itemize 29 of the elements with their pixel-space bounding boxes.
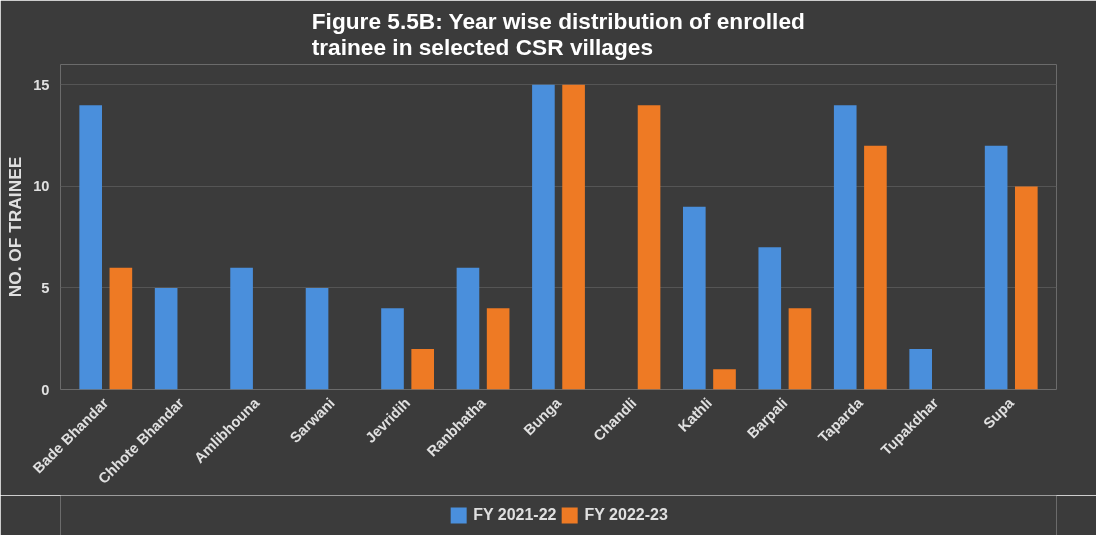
y-tick-label: 0 bbox=[41, 381, 50, 398]
bar bbox=[683, 206, 706, 390]
bar bbox=[637, 105, 661, 390]
bar bbox=[109, 267, 133, 390]
bar bbox=[305, 287, 329, 390]
bar bbox=[381, 308, 404, 390]
bar bbox=[411, 348, 434, 390]
bar bbox=[79, 105, 102, 390]
bar bbox=[909, 348, 932, 390]
y-tick-label: 10 bbox=[33, 178, 50, 195]
bar bbox=[230, 267, 253, 390]
bar bbox=[758, 247, 782, 390]
bar bbox=[984, 145, 1008, 390]
bar bbox=[788, 308, 812, 390]
bar bbox=[486, 308, 510, 390]
bar bbox=[154, 287, 178, 390]
legend-label: FY 2021-22 bbox=[473, 506, 557, 524]
bar bbox=[562, 84, 585, 390]
bar bbox=[713, 369, 736, 390]
bar bbox=[833, 105, 857, 390]
y-tick-label: 15 bbox=[33, 76, 50, 93]
y-axis-title: NO. OF TRAINEE bbox=[5, 156, 26, 298]
chart-title: Figure 5.5B: Year wise distribution of enrolled trainee in selected CSR villages bbox=[311, 7, 805, 60]
y-tick-label: 5 bbox=[41, 279, 50, 296]
legend-label: FY 2022-23 bbox=[584, 506, 668, 524]
bar bbox=[1015, 186, 1038, 390]
bar bbox=[864, 145, 887, 390]
bar bbox=[456, 267, 480, 390]
bar bbox=[532, 84, 555, 390]
